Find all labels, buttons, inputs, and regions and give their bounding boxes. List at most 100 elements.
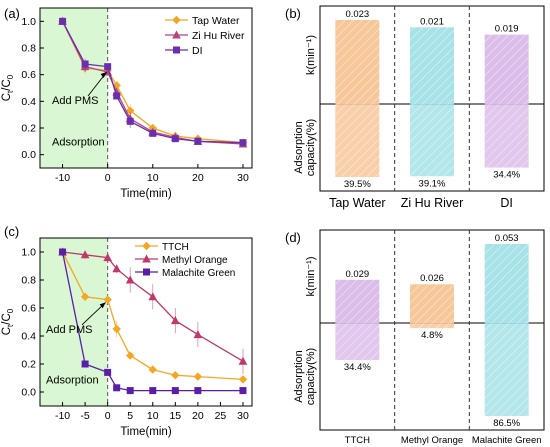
y-tick-label: 0.2: [21, 123, 36, 135]
k-bar-2: [484, 244, 529, 323]
data-point: [238, 375, 248, 384]
data-point: [80, 250, 90, 259]
data-point: [126, 351, 135, 360]
y-axis-label-k: k(min⁻¹): [305, 256, 317, 296]
y-axis-label: Ct/C0: [1, 308, 15, 335]
k-bar-0: [335, 20, 380, 104]
data-point: [149, 387, 157, 395]
plot-frame: [39, 7, 253, 169]
data-point: [239, 387, 247, 395]
y-tick-label: 0.0: [21, 149, 36, 161]
x-tick-label: -10: [55, 410, 70, 422]
legend-entry: TTCH: [162, 242, 189, 253]
y-axis-label-adsorption: Adsorptioncapacity(%): [293, 119, 317, 176]
y-tick-label: 0.6: [21, 303, 36, 315]
k-bar-0: [335, 279, 380, 323]
annotation-add-pms: Add PMS: [52, 95, 98, 107]
legend-entry: Tap Water: [192, 15, 240, 27]
legend-entry: Zi Hu River: [192, 30, 245, 42]
data-point: [126, 117, 134, 125]
x-tick-label: 0: [105, 172, 111, 184]
y-tick-label: 0.0: [21, 387, 36, 399]
k-bar-1: [410, 284, 454, 323]
x-tick-label: 20: [192, 172, 204, 184]
adsorption-bar-1: [410, 104, 454, 177]
category-label: DI: [500, 196, 513, 210]
data-point: [170, 316, 180, 325]
adsorption-bar-0: [335, 323, 380, 360]
x-tick-label: 10: [147, 410, 159, 422]
panel-a-line-chart: -10 0 10 20 30 0.0 0.2 0.4 0.6 0.8 1.0 Time(min) Ct/…: [1, 7, 253, 200]
data-point: [113, 92, 121, 100]
adsorption-value-label: 39.1%: [419, 178, 446, 189]
y-tick-label: 0.8: [21, 43, 36, 55]
category-label: Zi Hu River: [401, 196, 464, 210]
data-point: [103, 253, 112, 262]
adsorption-bar-2: [484, 323, 529, 416]
y-tick-label: 1.0: [21, 16, 36, 28]
x-tick-label: 30: [237, 410, 249, 422]
y-axis-label: Ct/C0: [1, 74, 15, 101]
y-tick-label: 0.4: [21, 96, 36, 108]
data-point: [239, 139, 247, 147]
annotation-adsorption: Adsorption: [46, 375, 99, 387]
data-point: [238, 356, 248, 365]
x-tick-label: 5: [127, 410, 133, 422]
data-point: [148, 292, 158, 301]
k-value-label: 0.029: [345, 269, 369, 280]
data-point: [112, 324, 121, 334]
plot-frame: [39, 237, 253, 407]
data-point: [113, 384, 121, 392]
arrow-head: [100, 72, 107, 78]
data-point: [59, 248, 67, 256]
adsorption-value-label: 4.8%: [421, 330, 443, 341]
adsorption-value-label: 39.5%: [344, 179, 371, 190]
adsorption-zone: [40, 238, 108, 406]
legend-entry: Malachite Green: [162, 268, 235, 279]
panel-c-label: (c): [4, 224, 19, 239]
x-tick-label: 30: [237, 172, 249, 184]
bar-frame: [319, 5, 545, 192]
x-tick-label: 25: [215, 410, 227, 422]
data-point: [194, 387, 202, 395]
k-value-label: 0.021: [420, 16, 444, 27]
panel-c-line-chart: -10 -5 0 5 10 15 20 25 30 0.0 0.2 0.4 0.6 0.8 1.0 Time(…: [1, 237, 253, 438]
legend-marker: [172, 30, 181, 39]
k-value-label: 0.019: [495, 24, 519, 35]
legend-marker: [143, 268, 150, 276]
x-axis-label: Time(min): [120, 426, 171, 438]
legend-marker: [142, 241, 151, 251]
x-tick-label: 0: [105, 410, 111, 422]
data-point: [104, 368, 112, 376]
legend-marker: [172, 15, 181, 25]
data-point: [149, 129, 157, 137]
x-tick-label: 20: [192, 410, 204, 422]
legend-marker: [142, 254, 151, 263]
panel-b-bar-chart: 0.023 39.5% Tap Water 0.021 39.1% Zi Hu River…: [293, 5, 545, 210]
k-value-label: 0.053: [495, 233, 519, 244]
y-tick-label: 0.6: [21, 69, 36, 81]
x-axis-label: Time(min): [120, 188, 171, 200]
data-point: [112, 264, 122, 273]
adsorption-bar-1: [410, 323, 454, 329]
data-point: [171, 387, 179, 395]
data-point: [193, 372, 203, 381]
y-tick-label: 0.2: [21, 359, 36, 371]
legend-entry: Methyl Orange: [162, 255, 228, 266]
adsorption-value-label: 34.4%: [493, 170, 520, 181]
adsorption-bar-0: [335, 104, 380, 177]
data-point: [81, 60, 89, 68]
x-tick-label: 10: [147, 172, 159, 184]
annotation-add-pms: Add PMS: [46, 324, 92, 336]
panel-a-label: (a): [4, 6, 20, 21]
y-axis-label-adsorption: Adsorptioncapacity(%): [293, 348, 317, 405]
k-value-label: 0.026: [420, 273, 444, 284]
panel-d-bar-chart: 0.029 34.4% TTCH 0.026 4.8% Methyl Orange 0.05…: [293, 229, 545, 446]
k-bar-1: [410, 27, 454, 104]
category-label: Methyl Orange: [401, 435, 463, 446]
y-axis-label-k: k(min⁻¹): [305, 35, 317, 75]
data-point: [148, 365, 157, 374]
y-tick-label: 1.0: [21, 247, 36, 259]
data-point: [104, 63, 112, 71]
data-point: [81, 360, 89, 368]
